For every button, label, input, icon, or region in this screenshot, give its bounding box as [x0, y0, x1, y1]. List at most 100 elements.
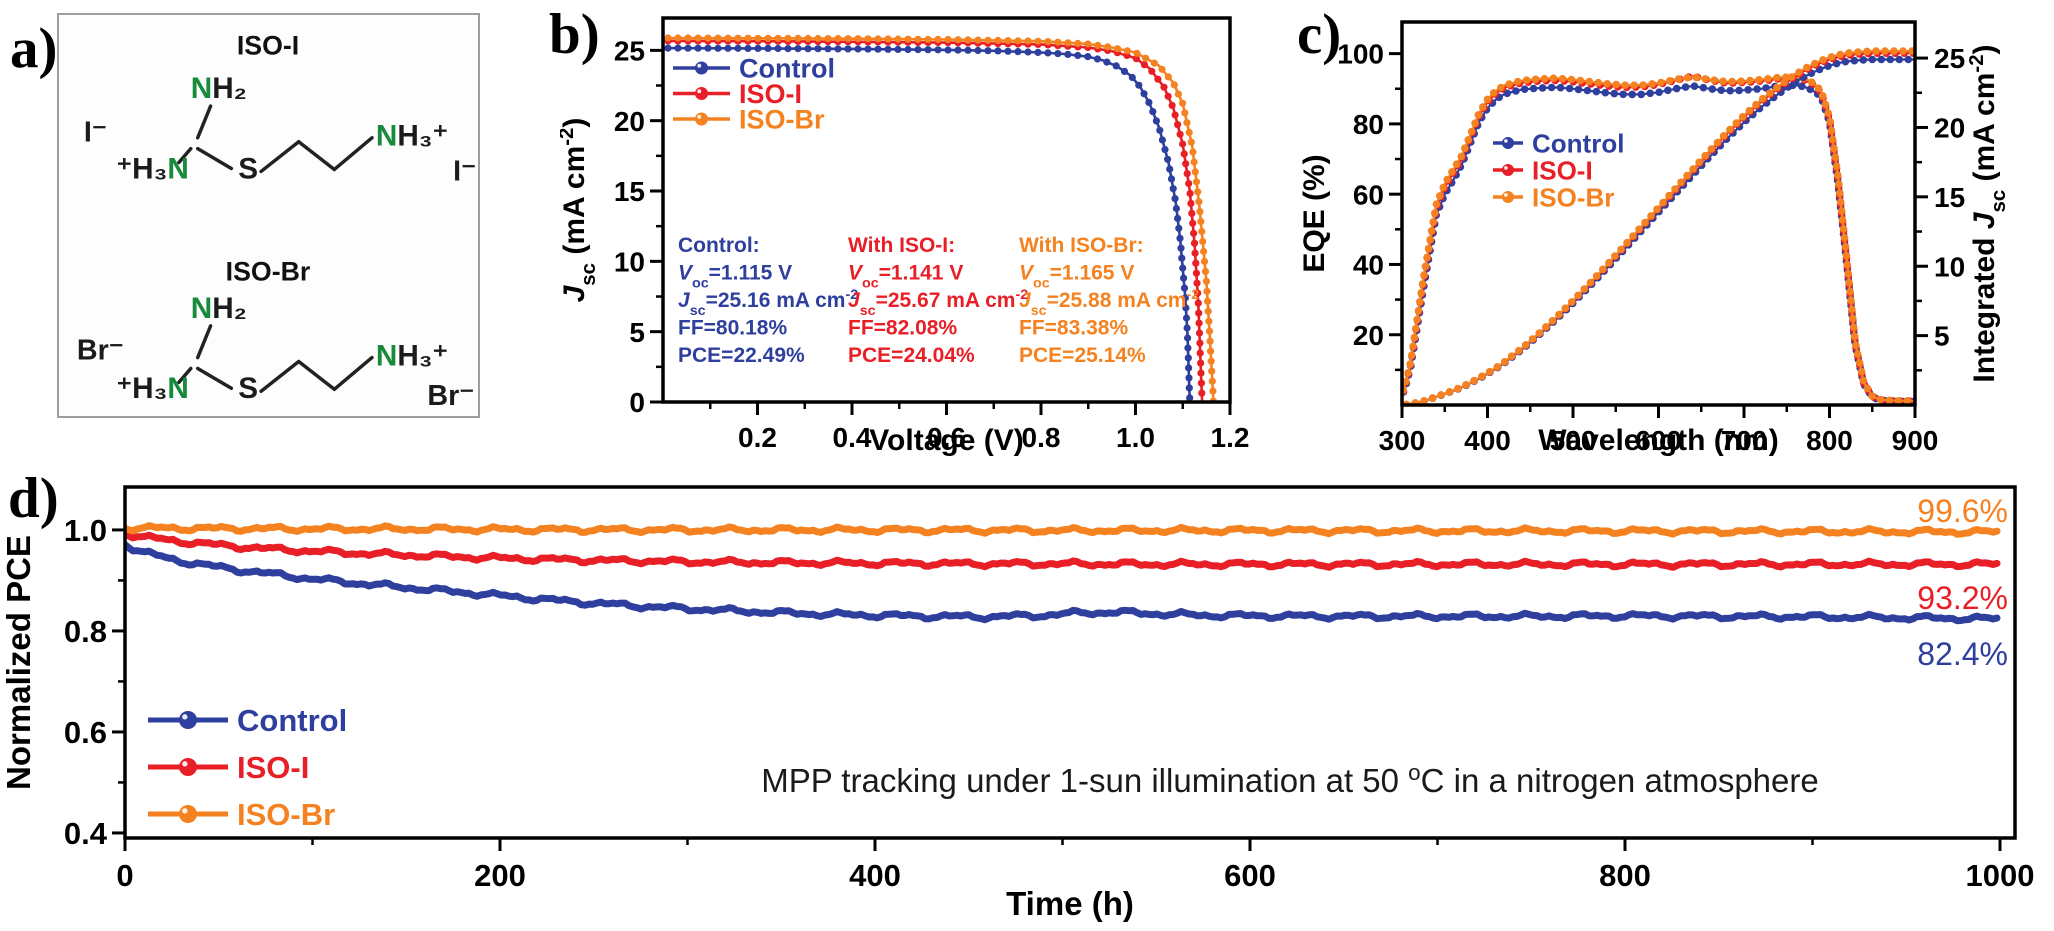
panel-d-label: d): [8, 467, 59, 530]
data-marker: [1719, 132, 1728, 140]
data-marker: [1044, 38, 1052, 46]
data-marker: [824, 45, 832, 53]
data-marker: [1166, 165, 1174, 173]
data-marker: [784, 34, 792, 43]
data-marker: [1824, 109, 1832, 117]
y-tick-label: 100: [1337, 39, 1384, 70]
stats-line: With ISO-I:: [848, 234, 955, 257]
data-marker: [1839, 225, 1848, 233]
data-marker: [1752, 100, 1760, 109]
data-marker: [794, 34, 802, 43]
data-marker: [914, 46, 922, 54]
data-marker: [1427, 227, 1436, 235]
amine-label: NH₂: [191, 292, 247, 325]
legend-label: ISO-Br: [1532, 182, 1614, 212]
data-marker: [1054, 50, 1062, 58]
data-marker: [1467, 127, 1476, 136]
stats-line: PCE=24.04%: [848, 344, 975, 367]
y-tick-label: 40: [1353, 250, 1384, 281]
data-marker: [1555, 310, 1563, 319]
data-marker: [1461, 144, 1469, 152]
series-ISO-I: [124, 530, 2001, 571]
legend-label: ISO-I: [739, 79, 802, 109]
data-marker: [1592, 272, 1601, 280]
ammonium-left-label: ⁺H₃N: [117, 372, 189, 405]
data-marker: [1208, 367, 1216, 375]
data-marker: [1885, 396, 1894, 405]
data-marker: [664, 34, 672, 42]
data-marker: [1184, 344, 1192, 352]
data-marker: [1142, 54, 1150, 62]
data-marker: [1565, 84, 1574, 93]
data-marker: [1201, 267, 1210, 275]
data-marker: [1798, 82, 1806, 91]
data-marker: [984, 36, 992, 44]
data-marker: [924, 46, 932, 54]
data-marker: [1780, 78, 1788, 87]
data-marker: [1209, 387, 1217, 395]
x-tick-label: 800: [1599, 858, 1651, 893]
data-marker: [1195, 319, 1203, 327]
data-marker: [1410, 333, 1419, 342]
data-marker: [1171, 111, 1179, 119]
data-marker: [1764, 75, 1772, 83]
data-marker: [1034, 48, 1042, 57]
data-marker: [1689, 165, 1697, 173]
data-marker: [1641, 218, 1649, 227]
data-marker: [1183, 170, 1191, 178]
data-marker: [1421, 262, 1430, 271]
data-marker: [1695, 158, 1703, 167]
data-marker: [924, 35, 932, 44]
data-marker: [1531, 75, 1540, 84]
y2-tick-label: 25: [1934, 43, 1965, 74]
data-marker: [1666, 77, 1674, 85]
data-marker: [914, 35, 922, 43]
retention-iso-br: 99.6%: [1917, 493, 2008, 529]
data-marker: [1413, 315, 1421, 324]
data-marker: [954, 36, 962, 44]
y-tick-label: 1.0: [64, 513, 107, 548]
data-marker: [1745, 106, 1754, 115]
data-marker: [964, 46, 972, 54]
data-marker: [1179, 264, 1187, 272]
sulfur-label: S: [238, 372, 258, 405]
mpp-chart: 0 200 400 600 800 1000 0.4 0.6 0.8 1.0 Time (h) Nor…: [0, 460, 2054, 931]
data-marker: [1064, 50, 1072, 59]
series-IntJsc-Control: [1401, 55, 1916, 406]
data-marker: [784, 45, 792, 53]
data-marker: [1194, 188, 1202, 196]
y2-axis-label: Integrated Jsc (mA cm-2): [1966, 44, 2010, 382]
data-marker: [1838, 216, 1847, 224]
data-marker: [1188, 209, 1196, 217]
legend-label: Control: [237, 703, 347, 738]
data-marker: [1128, 73, 1136, 82]
legend-marker: [1502, 164, 1514, 176]
data-marker: [1863, 47, 1871, 56]
data-marker: [1161, 146, 1169, 154]
data-marker: [824, 35, 832, 43]
data-marker: [1886, 55, 1895, 64]
data-marker: [1180, 150, 1188, 158]
data-marker: [1549, 74, 1558, 83]
legend-marker: [179, 758, 197, 776]
data-marker: [1064, 39, 1072, 47]
data-marker: [1842, 251, 1851, 260]
axes: 0 200 400 600 800 1000 0.4 0.6 0.8 1.0: [64, 485, 2034, 893]
eqe-chart-svg: 300 400 500 600 700 800 900 20 40 60 80 100 5 10 15 20 2…: [1300, 20, 2010, 457]
data-marker: [1205, 317, 1213, 325]
data-marker: [1808, 78, 1816, 86]
data-marker: [794, 45, 802, 53]
data-marker: [1140, 90, 1148, 98]
legend-marker-highlight: [697, 63, 702, 68]
data-marker: [1646, 89, 1654, 98]
data-marker: [1431, 209, 1439, 217]
data-marker: [814, 45, 822, 53]
data-marker: [804, 45, 812, 53]
data-marker: [1112, 62, 1120, 70]
series-EQE-Control: [1401, 81, 1916, 406]
data-marker: [1113, 45, 1122, 53]
data-marker: [1205, 327, 1214, 335]
data-marker: [1158, 65, 1166, 73]
data-marker: [1726, 86, 1734, 95]
